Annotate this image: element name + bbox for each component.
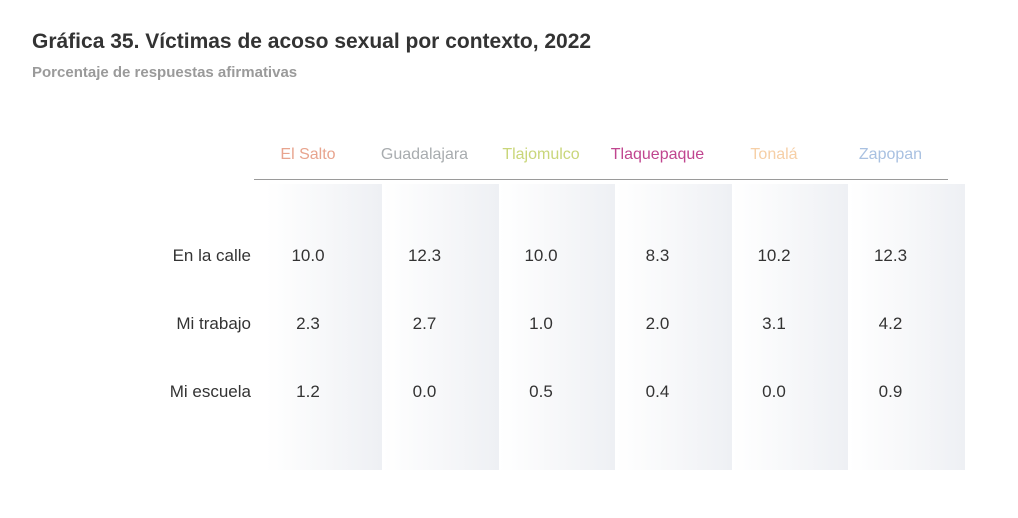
- cell-mi-escuela-tlajomulco: 0.5: [529, 382, 553, 401]
- row-label-mi-escuela: Mi escuela: [169, 382, 251, 401]
- column-band-tlaquepaque: [615, 184, 732, 470]
- column-header-tonala: Tonalá: [750, 146, 798, 163]
- cell-mi-trabajo-el-salto: 2.3: [296, 314, 320, 333]
- cell-en-la-calle-zapopan: 12.3: [873, 246, 908, 265]
- column-band-tlajomulco: [499, 184, 615, 470]
- cell-mi-trabajo-zapopan: 4.2: [878, 314, 903, 333]
- header-divider: [254, 179, 948, 180]
- column-band-zapopan: [848, 184, 965, 470]
- column-header-tlajomulco: Tlajomulco: [502, 146, 580, 163]
- column-band-tonala: [732, 184, 848, 470]
- cell-mi-escuela-guadalajara: 0.0: [412, 382, 437, 401]
- cell-mi-trabajo-tlaquepaque: 2.0: [645, 314, 670, 333]
- cell-mi-escuela-zapopan: 0.9: [878, 382, 903, 401]
- cell-en-la-calle-guadalajara: 12.3: [407, 246, 442, 265]
- cell-mi-trabajo-guadalajara: 2.7: [412, 314, 437, 333]
- cell-mi-trabajo-tlajomulco: 1.0: [529, 314, 553, 333]
- chart-subtitle: Porcentaje de respuestas afirmativas: [32, 64, 298, 81]
- cell-mi-trabajo-tonala: 3.1: [762, 314, 786, 333]
- chart-title: Gráfica 35. Víctimas de acoso sexual por…: [32, 30, 592, 53]
- cell-mi-escuela-tlaquepaque: 0.4: [645, 382, 670, 401]
- cell-en-la-calle-tlajomulco: 10.0: [524, 246, 558, 265]
- row-label-mi-trabajo: Mi trabajo: [176, 314, 251, 333]
- column-band-el-salto: [266, 184, 382, 470]
- cell-mi-escuela-tonala: 0.0: [762, 382, 786, 401]
- cell-en-la-calle-el-salto: 10.0: [291, 246, 325, 265]
- column-header-guadalajara: Guadalajara: [380, 146, 469, 163]
- cell-en-la-calle-tlaquepaque: 8.3: [645, 246, 670, 265]
- row-label-en-la-calle: En la calle: [172, 246, 251, 265]
- column-header-tlaquepaque: Tlaquepaque: [610, 146, 705, 163]
- cell-en-la-calle-tonala: 10.2: [757, 246, 791, 265]
- cell-mi-escuela-el-salto: 1.2: [296, 382, 320, 401]
- column-band-guadalajara: [382, 184, 499, 470]
- column-header-zapopan: Zapopan: [858, 146, 923, 163]
- column-header-el-salto: El Salto: [280, 146, 336, 163]
